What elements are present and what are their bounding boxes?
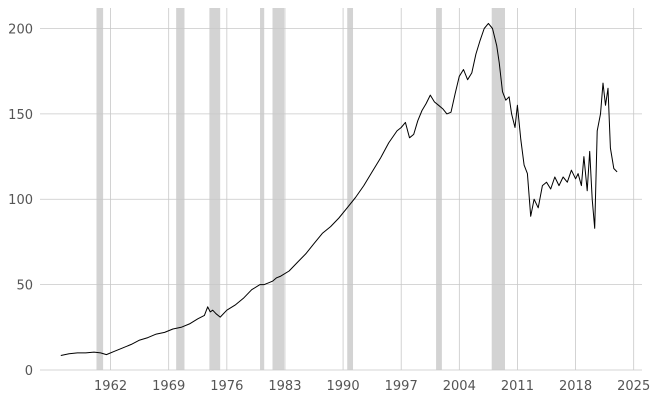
y-tick-label: 0 [25,364,33,379]
y-axis-ticks: 0 50 100 150 200 [8,22,33,379]
recession-shading [96,8,505,370]
x-tick-label: 1976 [210,379,243,394]
grid-lines [40,8,642,371]
x-tick-label: 1990 [327,379,360,394]
y-tick-label: 200 [8,22,33,37]
x-tick-label: 2025 [617,379,650,394]
x-tick-label: 1962 [94,379,127,394]
recession-band [96,8,104,370]
y-tick-label: 150 [8,108,33,123]
series-group [60,22,618,356]
x-tick-label: 2018 [559,379,592,394]
x-tick-label: 2004 [443,379,476,394]
x-tick-label: 1983 [268,379,301,394]
series-line [60,22,618,356]
recession-band [209,8,221,370]
recession-band [260,8,265,370]
x-tick-label: 2011 [501,379,534,394]
x-tick-label: 1969 [152,379,185,394]
x-axis-ticks: 1962 1969 1976 1983 1990 1997 2004 2011 2018 2025 [94,379,650,394]
recession-band [347,8,354,370]
y-tick-label: 50 [16,279,33,294]
y-tick-label: 100 [8,193,33,208]
recession-band [176,8,185,370]
recession-band [436,8,442,370]
recession-band [491,8,505,370]
recession-band [272,8,285,370]
x-tick-label: 1997 [385,379,418,394]
